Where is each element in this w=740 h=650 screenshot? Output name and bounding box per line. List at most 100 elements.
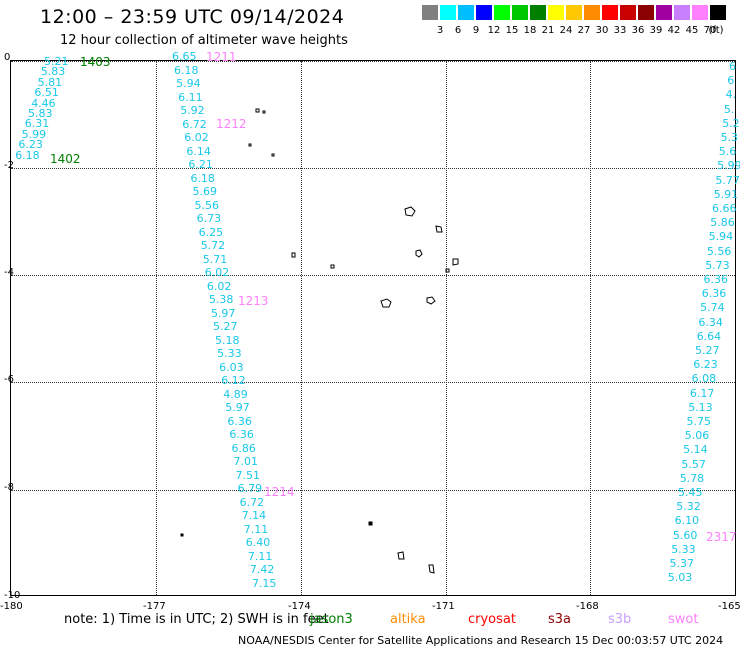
- wave-height-value: 5.72: [200, 239, 226, 252]
- wave-height-value: 5.97: [225, 401, 250, 414]
- credit-line: NOAA/NESDIS Center for Satellite Applica…: [238, 634, 724, 647]
- legend-label: 18: [523, 25, 537, 36]
- wave-height-value: 5.91: [713, 187, 739, 201]
- wave-height-value: 5.: [723, 102, 735, 116]
- grid-line-horizontal: [11, 490, 735, 491]
- wave-height-value: 5.74: [700, 301, 725, 315]
- x-tick-label: -168: [576, 601, 599, 612]
- legend-swatch: [602, 5, 618, 20]
- wave-height-value: 5.13: [688, 400, 713, 414]
- y-tick-label: 0: [4, 52, 11, 63]
- wave-height-value: 5.3: [720, 131, 739, 144]
- wave-height-value: 7.11: [247, 549, 273, 563]
- wave-height-value: 5.75: [686, 415, 712, 428]
- grid-line-horizontal: [11, 61, 735, 62]
- wave-height-value: 5.18: [215, 333, 240, 347]
- island-9: [291, 252, 296, 258]
- footer-note: note: 1) Time is in UTC; 2) SWH is in fe…: [64, 612, 329, 627]
- wave-height-value: 7.14: [241, 509, 267, 522]
- wave-height-value: 5.60: [672, 528, 698, 542]
- grid-line-vertical: [590, 61, 591, 595]
- wave-height-value: 6.86: [231, 441, 256, 455]
- legend-label: 15: [505, 25, 519, 36]
- x-tick-label: -180: [0, 601, 23, 612]
- island-16: [397, 551, 405, 560]
- wave-height-value: 5.21: [44, 55, 69, 68]
- grid-line-vertical: [156, 61, 157, 595]
- wave-height-value: 6.36: [703, 273, 729, 286]
- wave-height-value: 5.94: [176, 77, 201, 90]
- wave-height-value: 6.21: [188, 158, 213, 171]
- wave-height-value: 6.02: [204, 266, 230, 279]
- legend-label: 12: [487, 25, 501, 36]
- island-1: [255, 108, 260, 113]
- legend-swatch: [548, 5, 564, 20]
- wave-height-value: 6: [727, 74, 735, 88]
- legend-label: 9: [472, 25, 480, 36]
- pass-label: 1212: [216, 117, 247, 131]
- satellite-label-s3a: s3a: [548, 612, 572, 627]
- wave-height-value: 5.86: [710, 216, 735, 230]
- wave-height-value: 5.83: [28, 107, 53, 120]
- wave-height-value: 7.01: [233, 455, 259, 468]
- legend-swatch: [476, 5, 492, 20]
- legend-swatch: [584, 5, 600, 20]
- wave-height-value: 5.78: [679, 471, 705, 485]
- grid-line-horizontal: [11, 168, 735, 169]
- wave-height-value: 6.66: [712, 202, 737, 215]
- wave-height-value: 7.11: [243, 522, 269, 536]
- island-15: [180, 533, 184, 537]
- wave-height-value: 5.99: [717, 159, 740, 173]
- island-13: [426, 296, 436, 305]
- wave-height-value: 6: [729, 60, 736, 73]
- wave-height-value: 6.14: [186, 144, 211, 158]
- island-17: [428, 564, 435, 574]
- legend-swatch: [692, 5, 708, 20]
- satellite-label-swot: swot: [668, 612, 699, 627]
- map-area: [10, 60, 736, 596]
- island-14: [368, 521, 373, 526]
- wave-height-value: 6.18: [190, 171, 215, 185]
- legend-label: 36: [631, 25, 645, 36]
- legend-label: 42: [667, 25, 681, 36]
- legend-label: 27: [577, 25, 591, 36]
- pass-label: 1214: [264, 485, 295, 499]
- wave-height-value: 6.64: [696, 329, 722, 343]
- satellite-label-cryosat: cryosat: [468, 612, 516, 627]
- wave-height-value: 5.73: [705, 258, 730, 272]
- wave-height-value: 5.71: [202, 252, 228, 266]
- pass-label: 1213: [238, 294, 269, 308]
- legend-label: 24: [559, 25, 573, 36]
- island-2: [262, 110, 266, 114]
- wave-height-value: 6.12: [221, 374, 246, 387]
- legend-swatch: [512, 5, 528, 20]
- wave-height-value: 4.: [725, 88, 737, 102]
- wave-height-value: 6.02: [184, 131, 209, 144]
- wave-height-value: 5.6: [718, 145, 737, 159]
- pass-label: 2317: [706, 530, 737, 544]
- wave-height-value: 5.56: [706, 244, 732, 258]
- wave-height-value: 6.02: [206, 279, 232, 293]
- wave-height-value: 5.14: [683, 443, 708, 457]
- wave-height-value: 5.69: [192, 185, 218, 198]
- wave-height-value: 6.17: [689, 386, 715, 400]
- wave-height-value: 6.73: [196, 212, 222, 225]
- legend-swatch: [710, 5, 726, 20]
- wave-height-value: 5.06: [684, 429, 710, 443]
- legend-swatch: [494, 5, 510, 20]
- satellite-label-jason3: jason3: [310, 612, 353, 627]
- wave-height-value: 5.97: [210, 306, 236, 320]
- wave-height-value: 7.51: [235, 468, 261, 482]
- page-subtitle: 12 hour collection of altimeter wave hei…: [60, 33, 348, 48]
- wave-height-value: 6.11: [178, 90, 203, 104]
- legend-label: 45: [685, 25, 699, 36]
- wave-height-value: 6.36: [229, 428, 254, 441]
- wave-height-value: 6.40: [245, 536, 271, 549]
- grid-line-vertical: [446, 61, 447, 595]
- wave-height-value: 4.89: [223, 387, 248, 401]
- island-10: [330, 264, 335, 269]
- legend-unit: (ft): [708, 25, 724, 36]
- island-8: [452, 258, 459, 266]
- y-tick-label: -4: [4, 267, 14, 278]
